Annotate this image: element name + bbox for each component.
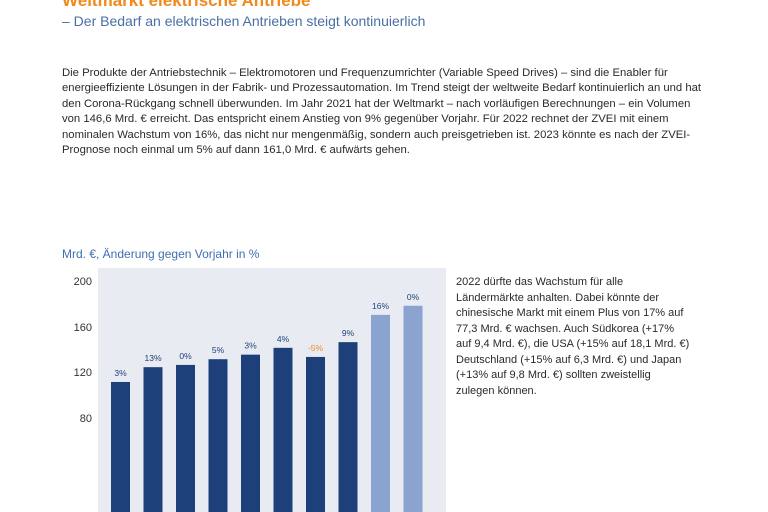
bar xyxy=(208,359,228,512)
bar-value-label: 3% xyxy=(244,341,257,351)
bar-value-label: 13% xyxy=(144,353,161,363)
y-tick-label: 120 xyxy=(73,367,92,379)
bar xyxy=(273,347,293,512)
bar-value-label: 5% xyxy=(212,345,225,355)
bar-value-label: 0% xyxy=(179,351,192,361)
bar xyxy=(111,381,130,512)
page-subtitle: – Der Bedarf an elektrischen Antrieben s… xyxy=(62,13,426,29)
bar xyxy=(143,367,163,512)
bar xyxy=(241,354,260,512)
bar-value-label: 3% xyxy=(114,368,127,378)
y-tick-label: 80 xyxy=(79,412,92,425)
side-paragraph: 2022 dürfte das Wachstum für alle Länder… xyxy=(456,276,690,397)
bar xyxy=(403,305,423,512)
bar-value-label: 9% xyxy=(342,328,355,338)
bar-value-label: 16% xyxy=(372,301,389,311)
y-tick-label: 160 xyxy=(73,321,92,334)
bar xyxy=(371,314,390,512)
bar-value-label: 0% xyxy=(407,292,420,302)
bar xyxy=(338,342,358,512)
page-title: Weltmarkt elektrische Antriebe xyxy=(62,0,311,10)
y-tick-label: 200 xyxy=(73,276,92,288)
bar-value-label: -5% xyxy=(308,343,324,353)
bar-value-label: 4% xyxy=(277,334,290,344)
chart-caption: Mrd. €, Änderung gegen Vorjahr in % xyxy=(62,247,260,261)
bar xyxy=(306,356,325,512)
intro-paragraph: Die Produkte der Antriebstechnik – Elekt… xyxy=(62,67,702,157)
bar xyxy=(176,364,195,512)
